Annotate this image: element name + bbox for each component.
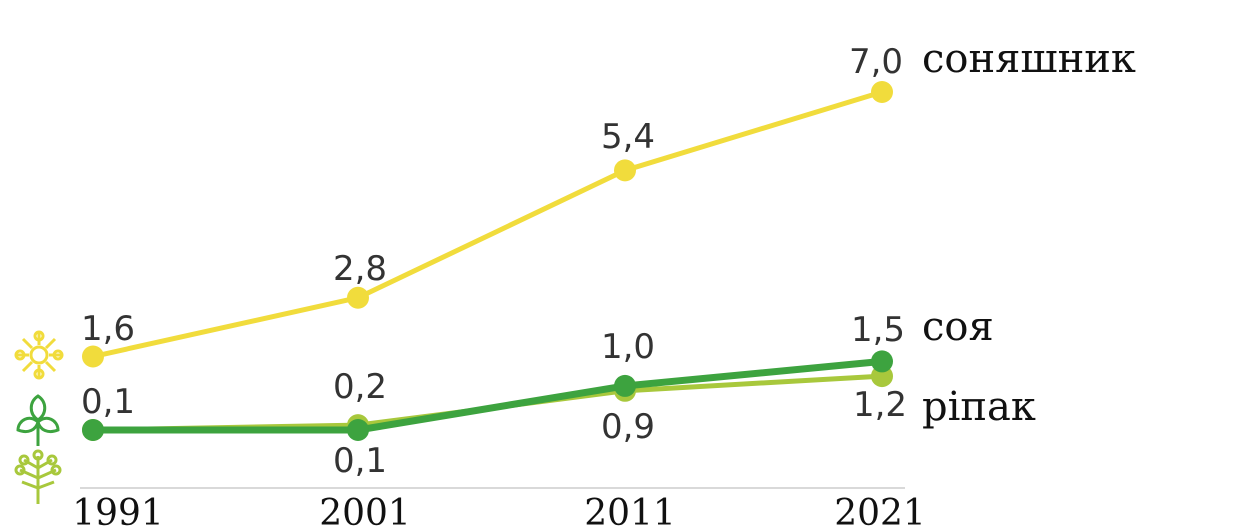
series-label-sunflower: соняшник (922, 36, 1136, 82)
series-label-rapeseed: ріпак (922, 384, 1036, 430)
data-label: 0,2 (333, 367, 387, 407)
data-point (82, 419, 104, 441)
data-point (871, 350, 893, 373)
data-label: 1,0 (601, 327, 655, 367)
sunflower-icon (14, 330, 64, 380)
series-line (92, 89, 883, 359)
data-label: 1,6 (81, 309, 135, 349)
soybean-leaf-icon (16, 394, 60, 446)
data-label: 0,1 (333, 441, 387, 481)
data-label: 5,4 (601, 117, 655, 157)
x-tick-label: 2011 (584, 493, 676, 530)
data-label: 0,1 (81, 382, 135, 422)
data-label: 1,5 (851, 310, 905, 350)
x-tick-label: 2001 (319, 493, 411, 530)
x-tick-label: 1991 (72, 493, 164, 530)
rapeseed-icon (14, 449, 62, 504)
data-label: 7,0 (849, 42, 903, 82)
data-point (347, 286, 369, 309)
series-line (93, 357, 883, 434)
data-label: 2,8 (333, 249, 387, 289)
series-label-soy: соя (922, 304, 994, 350)
x-tick-label: 2021 (834, 493, 926, 530)
data-point (614, 374, 636, 397)
data-point (82, 345, 104, 368)
data-point (614, 159, 636, 182)
series-layer (82, 81, 893, 441)
data-point (347, 419, 369, 441)
data-point (871, 81, 893, 103)
series-line (92, 373, 883, 433)
data-label: 1,2 (853, 385, 907, 425)
data-label: 0,9 (601, 407, 655, 447)
